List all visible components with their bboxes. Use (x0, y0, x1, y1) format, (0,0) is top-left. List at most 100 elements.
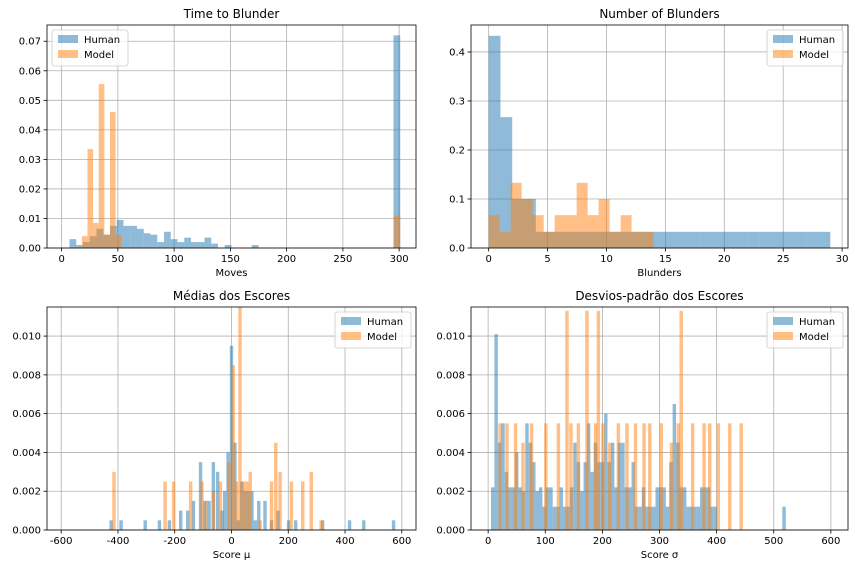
bar-human (559, 487, 563, 530)
bar-human (184, 237, 191, 248)
bar-human (257, 500, 261, 530)
bar-human (662, 487, 666, 530)
bar-human (186, 510, 190, 530)
x-tick-label: 0 (485, 536, 491, 547)
x-tick-label: 600 (392, 536, 411, 547)
bar-human (197, 242, 205, 248)
x-tick-label: 0 (58, 254, 64, 265)
y-tick-label: 0.006 (12, 409, 41, 420)
bar-model (248, 471, 252, 530)
bar-model (616, 423, 621, 530)
bar-human (286, 520, 291, 530)
bar-human (178, 510, 183, 530)
bar-model (278, 471, 282, 530)
y-tick-label: 0.2 (449, 145, 465, 156)
bar-model (104, 234, 110, 248)
bar-model (510, 182, 522, 248)
bar-human (109, 520, 113, 530)
bar-human (610, 442, 615, 530)
bar-human (549, 487, 553, 530)
y-tick-label: 0.000 (12, 526, 41, 537)
bar-model (521, 198, 533, 248)
bar-human (157, 242, 164, 248)
legend-swatch-model (58, 50, 78, 58)
bar-human (347, 520, 352, 530)
legend-swatch-human (58, 35, 78, 43)
x-axis-label: Score σ (641, 550, 679, 561)
bar-human (251, 245, 259, 248)
bar-human (76, 245, 83, 248)
chart-title: Number of Blunders (599, 7, 719, 21)
x-tick-label: 20 (718, 254, 731, 265)
bar-human (688, 231, 701, 248)
bar-human (362, 520, 366, 530)
bar-human (532, 462, 536, 530)
y-tick-label: 0.00 (19, 244, 41, 255)
bar-model (620, 215, 632, 248)
bar-human (645, 506, 649, 530)
x-tick-label: 200 (277, 254, 296, 265)
y-tick-label: 0.06 (19, 66, 41, 77)
legend: Human Model (51, 29, 129, 67)
bar-model (289, 481, 294, 530)
legend-label-human: Human (367, 317, 403, 328)
bar-model (499, 231, 511, 248)
bar-human (143, 520, 147, 530)
bar-human (700, 487, 704, 530)
x-tick-label: 10 (600, 254, 613, 265)
y-tick-label: 0.05 (19, 96, 41, 107)
y-tick-label: 0.3 (449, 96, 465, 107)
legend: Human Model (334, 311, 412, 349)
bar-human (580, 491, 584, 530)
bar-human (782, 506, 786, 530)
x-tick-label: 100 (536, 536, 555, 547)
bar-human (263, 500, 267, 530)
bar-human (488, 35, 501, 249)
bar-model (565, 310, 569, 530)
plot-frame (470, 24, 849, 249)
bar-human (686, 506, 690, 530)
bar-human (700, 231, 713, 248)
bar-human (562, 506, 567, 530)
x-axis-label: Score μ (213, 550, 251, 561)
legend-label-model: Model (799, 332, 829, 343)
bar-human (677, 231, 689, 248)
bar-human (696, 506, 701, 530)
bar-model (601, 423, 605, 530)
bar-model (556, 423, 561, 530)
bar-model (309, 471, 313, 530)
y-tick-label: 0.002 (436, 487, 465, 498)
bar-human (693, 506, 697, 530)
bar-model (93, 222, 99, 248)
bar-human (525, 423, 529, 530)
bar-human (224, 245, 232, 248)
bar-human (628, 487, 632, 530)
legend: Human Model (766, 29, 844, 67)
bar-human (69, 239, 77, 248)
legend-label-model: Model (799, 50, 829, 61)
bar-human (123, 225, 131, 248)
bar-human (490, 487, 495, 530)
bar-model (274, 442, 278, 530)
bar-model (625, 423, 629, 530)
bar-model (171, 481, 176, 530)
x-tick-label: 5 (544, 254, 550, 265)
bar-model (659, 423, 663, 530)
bar-model (739, 423, 743, 530)
bar-model (679, 310, 683, 530)
legend-label-human: Human (799, 317, 835, 328)
x-tick-label: 250 (333, 254, 352, 265)
bar-model (529, 423, 534, 530)
bar-human (794, 231, 807, 248)
y-tick-label: 0.04 (19, 125, 41, 136)
bar-human (222, 491, 227, 530)
bar-model (163, 481, 167, 530)
bar-human (535, 491, 539, 530)
x-tick-label: 150 (221, 254, 240, 265)
bar-model (633, 423, 638, 530)
x-tick-label: 300 (650, 536, 669, 547)
y-tick-label: 0.01 (19, 214, 41, 225)
bar-human (391, 520, 396, 530)
y-tick-label: 0.000 (436, 526, 465, 537)
bar-human (167, 520, 172, 530)
